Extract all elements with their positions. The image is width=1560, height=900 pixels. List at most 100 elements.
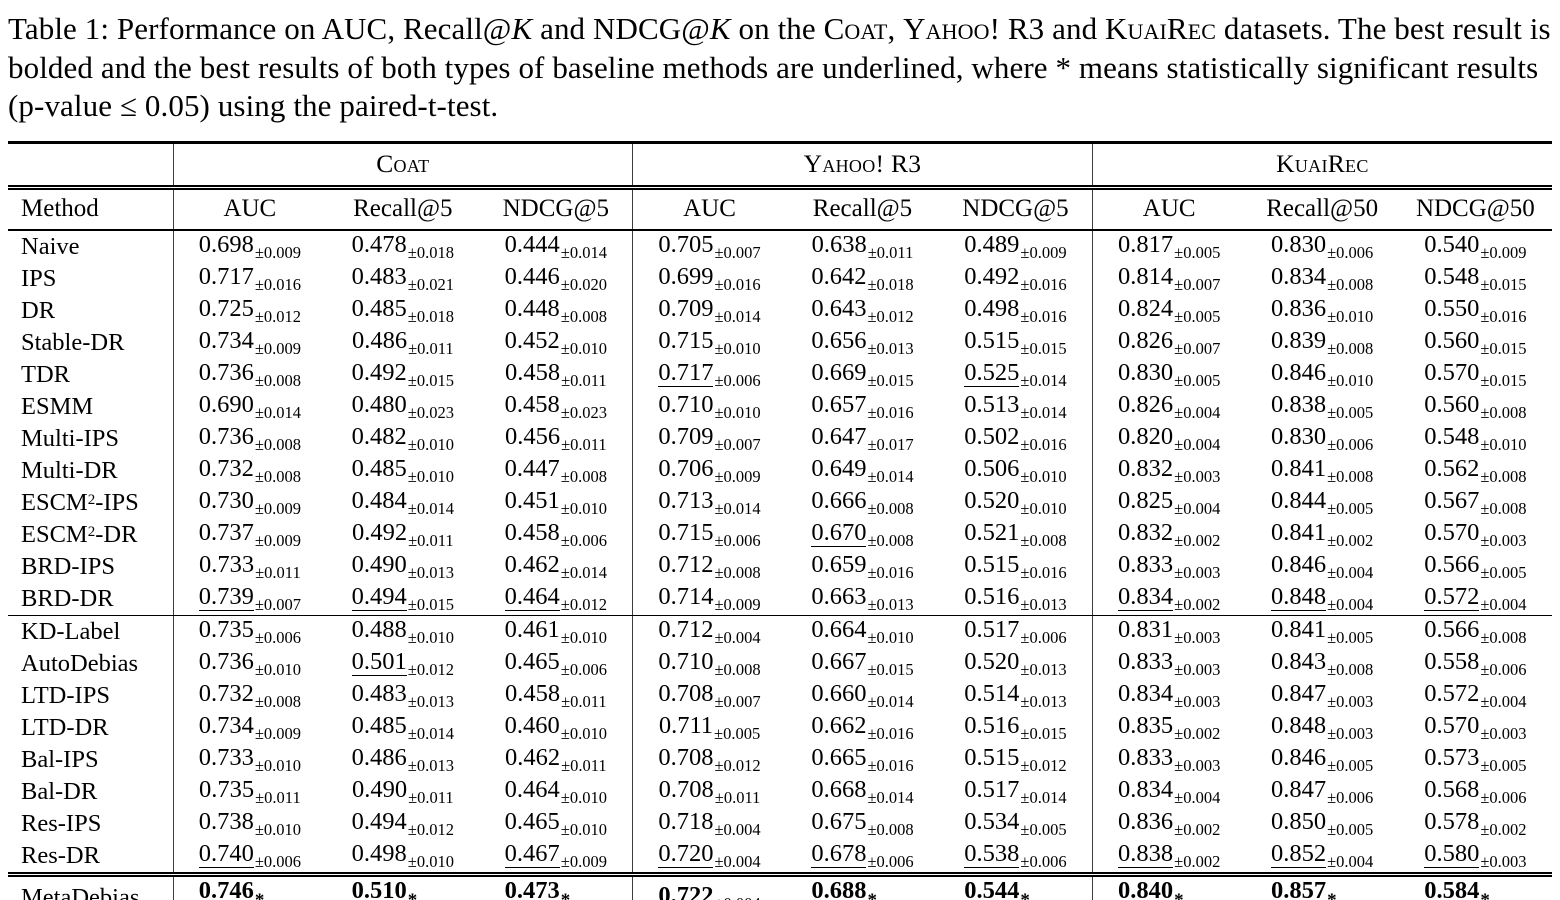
value-cell: 0.492±0.016 — [939, 263, 1092, 295]
std-dev: ±0.008 — [1480, 466, 1527, 486]
value-cell: 0.839±0.008 — [1246, 327, 1399, 359]
dataset-header-3: KuaiRec — [1091, 140, 1552, 190]
value-cell: 0.567±0.008 — [1399, 487, 1552, 519]
value-cell: 0.732±0.008 — [172, 679, 327, 712]
value-cell: 0.578±0.002 — [1399, 808, 1552, 840]
std-dev: ±0.010 — [254, 819, 302, 839]
value-cell: 0.492±0.011 — [326, 519, 479, 551]
value-cell: 0.857*±0.004 — [1245, 871, 1399, 900]
value-cell: 0.832±0.003 — [1091, 454, 1246, 487]
value-cell: 0.490±0.013 — [326, 551, 479, 583]
metric-header: AUC — [172, 187, 327, 231]
value-cell: 0.464±0.012 — [479, 582, 633, 616]
significance-star: * — [1020, 889, 1030, 900]
metric-value: 0.705 — [658, 230, 714, 258]
value-cell: 0.484±0.014 — [326, 487, 479, 519]
value-cell: 0.456±0.011 — [479, 423, 632, 455]
std-dev: ±0.008 — [1480, 627, 1527, 647]
method-cell: Bal-IPS — [21, 745, 99, 773]
std-dev: ±0.006 — [1327, 434, 1374, 454]
value-cell: 0.482±0.010 — [326, 423, 479, 455]
metric-value: 0.480 — [351, 390, 407, 418]
std-dev: ±0.013 — [1020, 659, 1067, 679]
std-dev: ±0.004 — [1327, 562, 1374, 582]
value-cell: 0.698±0.009 — [172, 229, 327, 263]
metric-value: 0.461 — [504, 615, 560, 643]
metric-value: 0.833 — [1118, 743, 1174, 771]
value-cell: 0.516±0.015 — [939, 712, 1092, 744]
metric-value: 0.458 — [504, 679, 561, 707]
metric-header-row: Method AUC Recall@5 NDCG@5 AUC Recall@5 NDCG@… — [8, 187, 1552, 231]
value-cell: 0.717±0.016 — [172, 262, 327, 295]
std-dev: ±0.003 — [1480, 723, 1527, 743]
std-dev: ±0.008 — [714, 659, 761, 679]
metric-value: 0.478 — [351, 230, 407, 258]
std-dev: ±0.011 — [561, 370, 607, 390]
value-cell: 0.841±0.008 — [1246, 455, 1399, 487]
value-cell: 0.515±0.012 — [939, 744, 1092, 776]
metric-value: 0.736 — [198, 647, 254, 675]
metric-value: 0.649 — [811, 454, 867, 482]
metric-value: 0.830 — [1118, 358, 1174, 386]
caption-segment: on the — [730, 11, 824, 46]
metric-value: 0.548 — [1424, 262, 1480, 290]
std-dev: ±0.009 — [560, 851, 607, 871]
value-cell: 0.643±0.012 — [786, 295, 939, 327]
value-cell: 0.506±0.010 — [939, 455, 1092, 487]
std-dev: ±0.005 — [1327, 498, 1374, 518]
value-cell: 0.580±0.003 — [1399, 840, 1552, 875]
metric-value: 0.464 — [504, 775, 560, 803]
std-dev: ±0.008 — [1327, 274, 1374, 294]
metric-value: 0.710 — [658, 647, 714, 675]
value-cell: 0.733±0.011 — [172, 550, 327, 583]
std-dev: ±0.013 — [1020, 691, 1067, 711]
std-dev: ±0.010 — [560, 338, 607, 358]
std-dev: ±0.005 — [1020, 819, 1067, 839]
metric-value: 0.841 — [1270, 454, 1327, 482]
value-cell: 0.824±0.005 — [1091, 294, 1246, 327]
value-cell: 0.566±0.008 — [1399, 615, 1552, 648]
significance-star: * — [1327, 889, 1337, 900]
std-dev: ±0.018 — [867, 274, 914, 294]
method-cell: Res-IPS — [21, 809, 102, 837]
metric-value: 0.515 — [964, 326, 1020, 354]
metric-value: 0.647 — [811, 422, 867, 450]
std-dev: ±0.004 — [1174, 434, 1221, 454]
metric-value: 0.473 — [504, 876, 560, 900]
table-row: BRD-DR 0.739±0.007 0.494±0.015 0.464±0.012 0… — [8, 582, 1552, 616]
value-cell: 0.566±0.005 — [1399, 551, 1552, 583]
metric-value: 0.857 — [1270, 876, 1327, 900]
value-cell: 0.560±0.015 — [1399, 327, 1552, 359]
std-dev: ±0.008 — [254, 370, 302, 390]
metric-value: 0.712 — [658, 615, 714, 643]
std-dev: ±0.013 — [407, 562, 454, 582]
std-dev: ±0.005 — [1480, 562, 1527, 582]
std-dev: ±0.004 — [714, 894, 760, 900]
value-cell: 0.517±0.006 — [939, 615, 1092, 648]
metric-value: 0.820 — [1118, 422, 1174, 450]
value-cell: 0.675±0.008 — [786, 808, 939, 840]
metric-value: 0.843 — [1270, 647, 1327, 675]
metric-value: 0.834 — [1118, 775, 1174, 803]
value-cell: 0.513±0.014 — [939, 391, 1092, 423]
caption-segment: Coat — [823, 11, 888, 46]
value-cell: 0.657±0.016 — [786, 391, 939, 423]
method-cell: AutoDebias — [21, 649, 139, 677]
metric-value: 0.662 — [811, 711, 867, 739]
star-and-std: *±0.010 — [561, 891, 607, 900]
value-cell: 0.841±0.002 — [1246, 519, 1399, 551]
metric-header: NDCG@50 — [1398, 187, 1552, 231]
std-dev: ±0.004 — [1174, 402, 1221, 422]
metric-value: 0.492 — [964, 262, 1020, 290]
metric-value: 0.690 — [198, 390, 254, 418]
metric-value: 0.711 — [658, 711, 714, 739]
std-dev: ±0.014 — [254, 402, 302, 422]
std-dev: ±0.006 — [1020, 627, 1067, 647]
metric-value: 0.465 — [504, 647, 560, 675]
value-cell: 0.746*±0.007 — [172, 871, 327, 900]
metric-value: 0.736 — [198, 358, 254, 386]
value-cell: 0.832±0.002 — [1091, 518, 1246, 551]
value-cell: 0.843±0.008 — [1246, 648, 1399, 680]
metric-value: 0.446 — [504, 262, 560, 290]
value-cell: 0.538±0.006 — [939, 840, 1092, 875]
